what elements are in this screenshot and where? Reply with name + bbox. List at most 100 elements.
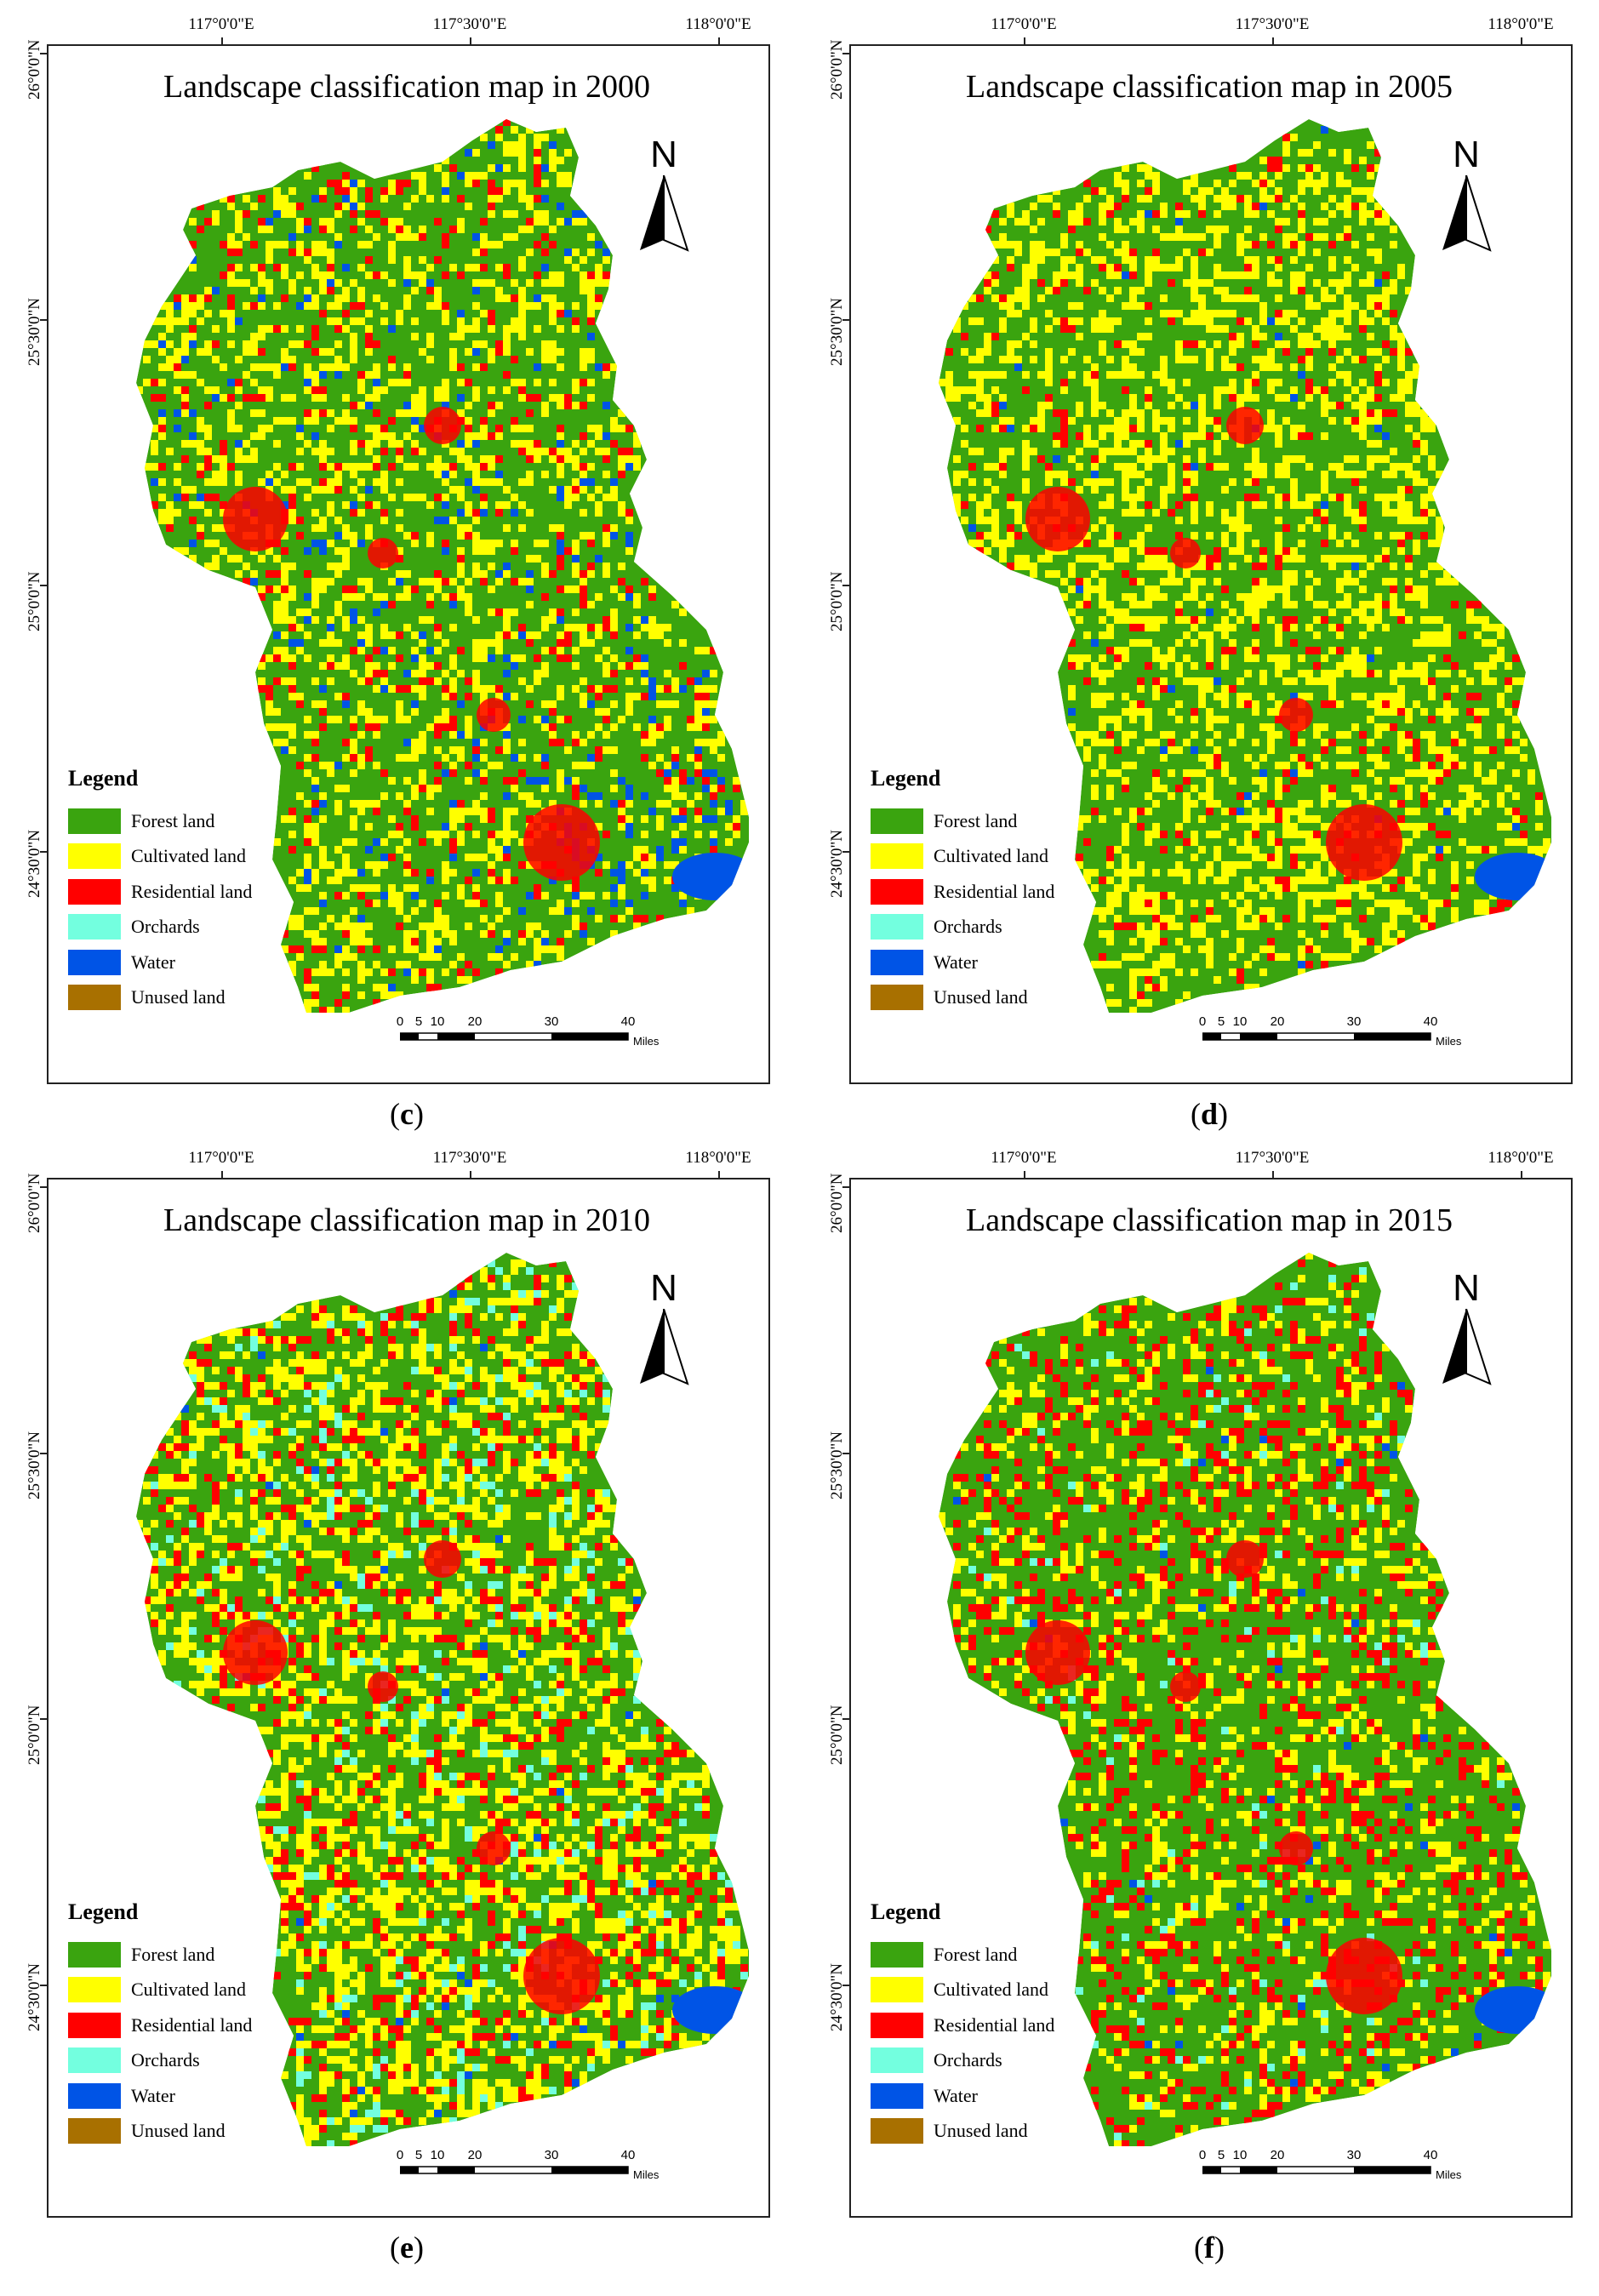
- longitude-tick: [1024, 1171, 1025, 1178]
- north-label: N: [650, 134, 677, 175]
- map-title: Landscape classification map in 2005: [966, 69, 1453, 105]
- latitude-tick: [842, 319, 849, 321]
- legend-swatch: [68, 808, 121, 834]
- longitude-tick: [1272, 1171, 1274, 1178]
- longitude-tick: [1521, 1171, 1522, 1178]
- land-cover-map: [136, 119, 749, 1013]
- latitude-label: 26°0'0"N: [828, 1173, 846, 1234]
- longitude-label: 118°0'0"E: [1488, 1149, 1554, 1167]
- legend-item: Cultivated land: [68, 839, 289, 875]
- north-arrow-icon: N: [634, 136, 694, 255]
- latitude-label: 26°0'0"N: [26, 39, 43, 100]
- legend-item: Water: [68, 945, 289, 980]
- legend-item: Water: [871, 2078, 1092, 2114]
- caption-open: (: [1190, 1097, 1201, 1131]
- scale-label: 10: [1232, 2148, 1248, 2162]
- caption-close: ): [413, 1097, 424, 1131]
- legend-label: Residential land: [934, 2013, 1055, 2036]
- scale-label: 10: [1232, 1014, 1248, 1029]
- legend-label: Water: [934, 951, 978, 973]
- map-panel-d: Landscape classification map in 2005 117°…: [802, 0, 1599, 1134]
- legend: Legend Forest land Cultivated land Resident…: [871, 766, 1092, 1015]
- legend-item: Orchards: [68, 2043, 289, 2079]
- latitude-label: 25°0'0"N: [26, 571, 43, 632]
- legend-swatch: [68, 2048, 121, 2074]
- legend-label: Unused land: [131, 986, 226, 1008]
- legend-item: Cultivated land: [68, 1973, 289, 2008]
- longitude-label: 117°0'0"E: [188, 1149, 254, 1167]
- legend-item: Residential land: [68, 874, 289, 910]
- latitude-label: 25°30'0"N: [828, 298, 846, 366]
- latitude-tick: [40, 319, 47, 321]
- scale-label: 0: [396, 1014, 404, 1029]
- legend-label: Forest land: [934, 809, 1018, 831]
- longitude-label: 118°0'0"E: [1488, 15, 1554, 33]
- legend-item: Water: [871, 945, 1092, 980]
- legend: Legend Forest land Cultivated land Resident…: [68, 1899, 289, 2149]
- scale-bar: 0 5 10 20 30 40 Miles: [397, 2148, 715, 2190]
- legend-label: Orchards: [934, 916, 1002, 938]
- latitude-label: 26°0'0"N: [26, 1173, 43, 1234]
- longitude-label: 117°30'0"E: [1235, 15, 1310, 33]
- longitude-label: 117°30'0"E: [432, 15, 507, 33]
- legend-swatch: [68, 2118, 121, 2145]
- latitude-tick: [842, 585, 849, 586]
- legend-label: Forest land: [131, 1943, 215, 1965]
- legend-label: Water: [131, 2084, 175, 2106]
- scale-label: 30: [1346, 2148, 1362, 2162]
- legend-item: Orchards: [871, 2043, 1092, 2079]
- legend-swatch: [871, 1941, 923, 1968]
- legend-item: Unused land: [68, 2114, 289, 2150]
- scale-label: 10: [430, 2148, 445, 2162]
- land-cover-map: [939, 1253, 1551, 2146]
- scale-label: 20: [1270, 1014, 1285, 1029]
- legend-swatch: [871, 878, 923, 905]
- legend-item: Orchards: [871, 910, 1092, 945]
- legend-title: Legend: [68, 766, 139, 791]
- latitude-tick: [842, 1186, 849, 1188]
- panel-caption: (d): [1191, 1096, 1228, 1132]
- panel-caption: (c): [390, 1096, 424, 1132]
- legend-item: Forest land: [871, 1937, 1092, 1973]
- longitude-tick: [221, 37, 223, 44]
- latitude-tick: [842, 851, 849, 853]
- legend-label: Water: [934, 2084, 978, 2106]
- legend-swatch: [871, 985, 923, 1011]
- latitude-tick: [40, 1453, 47, 1454]
- scale-label: 30: [544, 1014, 559, 1029]
- latitude-label: 25°30'0"N: [828, 1431, 846, 1499]
- north-arrow-icon: N: [1436, 136, 1496, 255]
- legend-label: Orchards: [131, 916, 200, 938]
- north-label: N: [650, 1267, 677, 1309]
- legend-label: Water: [131, 951, 175, 973]
- longitude-tick: [221, 1171, 223, 1178]
- legend-swatch: [68, 1977, 121, 2003]
- north-arrow-icon: N: [1436, 1270, 1496, 1389]
- legend-label: Unused land: [934, 2120, 1028, 2142]
- scale-label: 0: [1198, 1014, 1207, 1029]
- caption-open: (: [390, 1097, 401, 1131]
- latitude-label: 24°30'0"N: [26, 830, 43, 898]
- legend-label: Orchards: [131, 2049, 200, 2071]
- latitude-tick: [842, 1718, 849, 1720]
- caption-close: ): [413, 2230, 424, 2265]
- scale-label: 20: [467, 2148, 483, 2162]
- caption-open: (: [1194, 2230, 1204, 2265]
- longitude-tick: [1024, 37, 1025, 44]
- legend: Legend Forest land Cultivated land Resident…: [68, 766, 289, 1015]
- map-title: Landscape classification map in 2015: [966, 1202, 1453, 1238]
- land-cover-map: [136, 1253, 749, 2146]
- latitude-tick: [40, 585, 47, 586]
- latitude-tick: [40, 1186, 47, 1188]
- legend-item: Forest land: [871, 803, 1092, 839]
- scale-unit: Miles: [633, 2168, 660, 2181]
- latitude-tick: [40, 1718, 47, 1720]
- land-cover-map: [939, 119, 1551, 1013]
- latitude-label: 24°30'0"N: [26, 1963, 43, 2031]
- legend-title: Legend: [871, 766, 941, 791]
- longitude-label: 117°0'0"E: [188, 15, 254, 33]
- scale-label: 40: [1423, 2148, 1438, 2162]
- scale-label: 40: [620, 1014, 636, 1029]
- latitude-tick: [842, 1453, 849, 1454]
- legend-swatch: [871, 914, 923, 940]
